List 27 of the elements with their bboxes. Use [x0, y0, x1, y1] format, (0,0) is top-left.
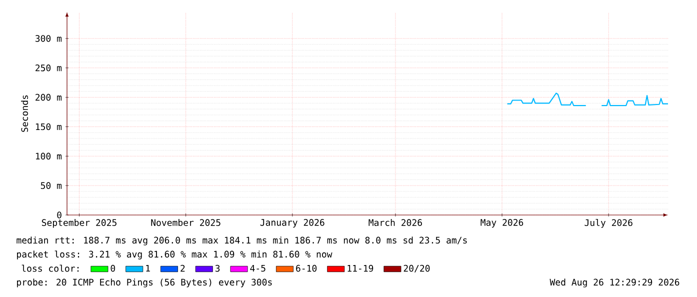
y-tick-label: 250 m	[36, 64, 62, 72]
y-axis-title: Seconds	[21, 95, 28, 132]
y-tick-label: 200 m	[36, 94, 62, 101]
x-tick-label: May 2026	[480, 219, 524, 228]
y-tick-label: 50 m	[40, 182, 62, 189]
text: Wed Aug 26 12:29:29 2026	[550, 278, 680, 288]
legend-label: 20/20	[404, 264, 430, 272]
legend-label: 11-19	[348, 264, 374, 272]
y-tick-label: 300 m	[35, 35, 62, 42]
text: median rtt: 188.7 ms avg 206.0 ms max 184.1 ms min 186.7 ms now 8.0 ms sd 23.5 am/s	[16, 236, 467, 246]
x-tick-label: January 2026	[260, 219, 324, 228]
x-tick-label: November 2025	[151, 219, 220, 226]
legend-label: 3	[215, 264, 220, 272]
y-tick-label: 0	[57, 212, 62, 218]
y-tick-label: 150 m	[36, 123, 62, 130]
x-tick-label: July 2026	[584, 219, 632, 228]
legend-label: 6-10	[296, 264, 317, 272]
legend-label: 1	[146, 264, 150, 272]
legend-label: 0	[110, 264, 116, 272]
x-tick-label: September 2025	[42, 219, 116, 228]
legend-label: 2	[180, 264, 185, 272]
y-tick-label: 100 m	[36, 152, 62, 160]
text: probe: 20 ICMP Echo Pings (56 Bytes) every 300s	[17, 278, 272, 288]
x-tick-label: March 2026	[368, 219, 422, 226]
legend-title: loss color:	[22, 264, 79, 272]
text: packet loss: 3.21 % avg 81.60 % max 1.09 % min 81.60 % now	[17, 250, 332, 260]
legend-label: 4-5	[250, 264, 266, 272]
